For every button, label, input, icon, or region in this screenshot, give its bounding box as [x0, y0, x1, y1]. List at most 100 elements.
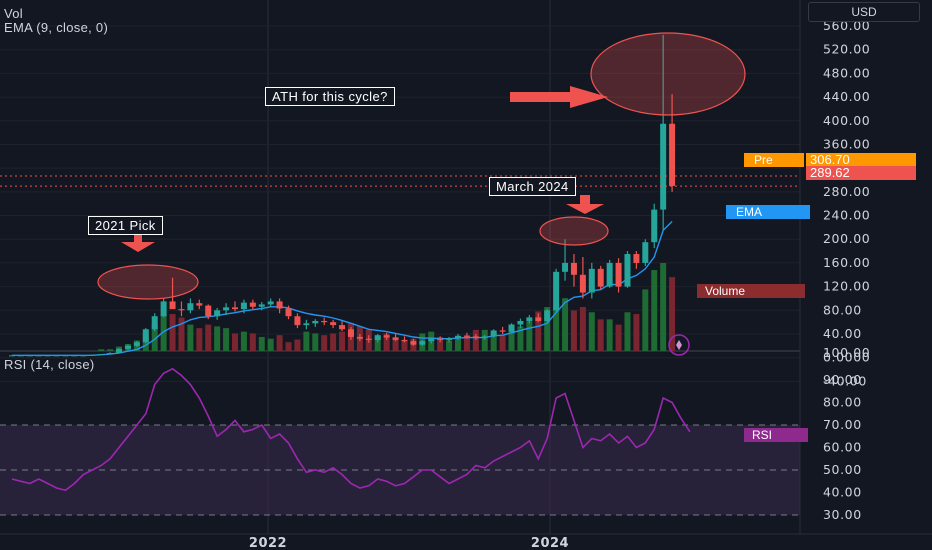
volume-bar — [223, 328, 230, 351]
currency-button[interactable]: USD — [808, 2, 920, 22]
candle-body — [44, 355, 51, 357]
candle-body — [374, 335, 381, 340]
volume-bar — [615, 324, 622, 351]
pre-label-tag: Pre — [744, 153, 804, 167]
volume-bar — [499, 335, 506, 351]
volume-bar — [169, 314, 176, 351]
volume-bar — [98, 349, 105, 351]
candle-body — [419, 341, 426, 345]
candle-body — [142, 329, 149, 343]
candle-body — [107, 352, 114, 355]
volume-bar — [651, 270, 658, 351]
candle-body — [356, 336, 363, 339]
candle-body — [151, 316, 158, 330]
candle-body — [312, 320, 319, 324]
candle-body — [446, 338, 453, 340]
price-tick-label: 520.00 — [823, 42, 870, 57]
candle-body — [428, 338, 435, 342]
ema-legend[interactable]: EMA (9, close, 0) — [4, 20, 109, 35]
volume-bar — [285, 342, 292, 351]
candle-body — [267, 301, 274, 305]
candle-body — [365, 338, 372, 340]
time-tick-label: 2024 — [531, 536, 569, 550]
volume-bar — [553, 305, 560, 351]
chart-grid — [0, 0, 932, 535]
candle-body — [294, 316, 301, 326]
rsi-tick-label: 90.00 — [823, 372, 862, 387]
candle-body — [642, 242, 649, 263]
annotation-ath[interactable]: ATH for this cycle? — [265, 87, 395, 106]
volume-bar — [258, 336, 265, 351]
candle-body — [187, 303, 194, 311]
highlight-2021-pick — [97, 264, 199, 300]
volume-bar — [401, 340, 408, 351]
event-marker-icon — [676, 340, 682, 350]
volume-bar — [294, 339, 301, 351]
volume-bar — [321, 335, 328, 351]
volume-bar — [606, 319, 613, 351]
candle-body — [410, 341, 417, 345]
candle-body — [71, 355, 78, 357]
volume-bar — [588, 312, 595, 351]
candle-body — [660, 123, 667, 210]
volume-bar — [508, 326, 515, 351]
candle-body — [232, 307, 238, 310]
volume-bar — [472, 329, 479, 351]
candle-body — [633, 254, 640, 263]
arrow-ath — [510, 86, 608, 108]
time-tick-label: 2022 — [249, 536, 287, 550]
price-tick-label: 240.00 — [823, 208, 870, 223]
annotation-2021-pick[interactable]: 2021 Pick — [88, 216, 163, 235]
rsi-tick-label: 40.00 — [823, 485, 862, 500]
highlight-march-2024 — [539, 216, 609, 246]
price-tick-label: 80.00 — [823, 302, 862, 317]
candle-body — [624, 254, 631, 287]
candle-body — [249, 302, 256, 307]
candle-body — [240, 302, 247, 310]
candle-body — [214, 310, 221, 317]
candle-body — [124, 345, 131, 349]
candle-body — [62, 355, 69, 357]
last-price-tag: 289.62 — [806, 166, 916, 180]
candle-body — [80, 355, 87, 357]
price-axis[interactable]: 560.00520.00480.00440.00400.00360.00320.… — [823, 18, 870, 388]
candle-body — [276, 301, 283, 309]
arrow-march-2024 — [566, 195, 604, 214]
rsi-tick-label: 100.00 — [823, 345, 870, 360]
candle-body — [169, 301, 176, 310]
candle-body — [17, 355, 24, 357]
candle-body — [339, 325, 346, 330]
volume-bar — [624, 312, 631, 351]
volume-legend[interactable]: Vol — [4, 6, 23, 21]
candle-body — [526, 317, 533, 321]
candle-body — [9, 355, 15, 357]
candle-body — [455, 335, 461, 339]
volume-bar — [151, 324, 158, 351]
candle-body — [499, 330, 506, 332]
candle-body — [544, 310, 551, 321]
price-tick-label: 120.00 — [823, 279, 870, 294]
volume-bar — [437, 336, 444, 351]
time-axis[interactable]: 2022 2024 — [249, 536, 569, 550]
rsi-tick-label: 50.00 — [823, 462, 862, 477]
pre-price-tag: 306.70 — [806, 153, 916, 167]
volume-bar — [446, 340, 453, 351]
candle-body — [347, 329, 354, 337]
volume-bar — [383, 333, 390, 351]
volume-bar — [205, 324, 212, 351]
volume-bar — [642, 289, 649, 351]
rsi-series-line — [11, 367, 691, 492]
rsi-axis[interactable]: 100.00 90.00 80.00 70.00 60.00 50.00 40.00 30.0… — [823, 345, 870, 522]
volume-bar — [240, 331, 247, 351]
rsi-legend[interactable]: RSI (14, close) — [4, 357, 95, 372]
volume-bar — [535, 311, 542, 351]
candle-body — [285, 308, 292, 317]
candle-body — [669, 123, 676, 186]
candle-body — [553, 271, 560, 311]
annotation-march-2024[interactable]: March 2024 — [489, 177, 576, 196]
volume-bar — [160, 314, 167, 351]
candle-body — [303, 323, 310, 326]
price-tick-label: 40.00 — [823, 326, 862, 341]
candle-body — [53, 355, 60, 357]
